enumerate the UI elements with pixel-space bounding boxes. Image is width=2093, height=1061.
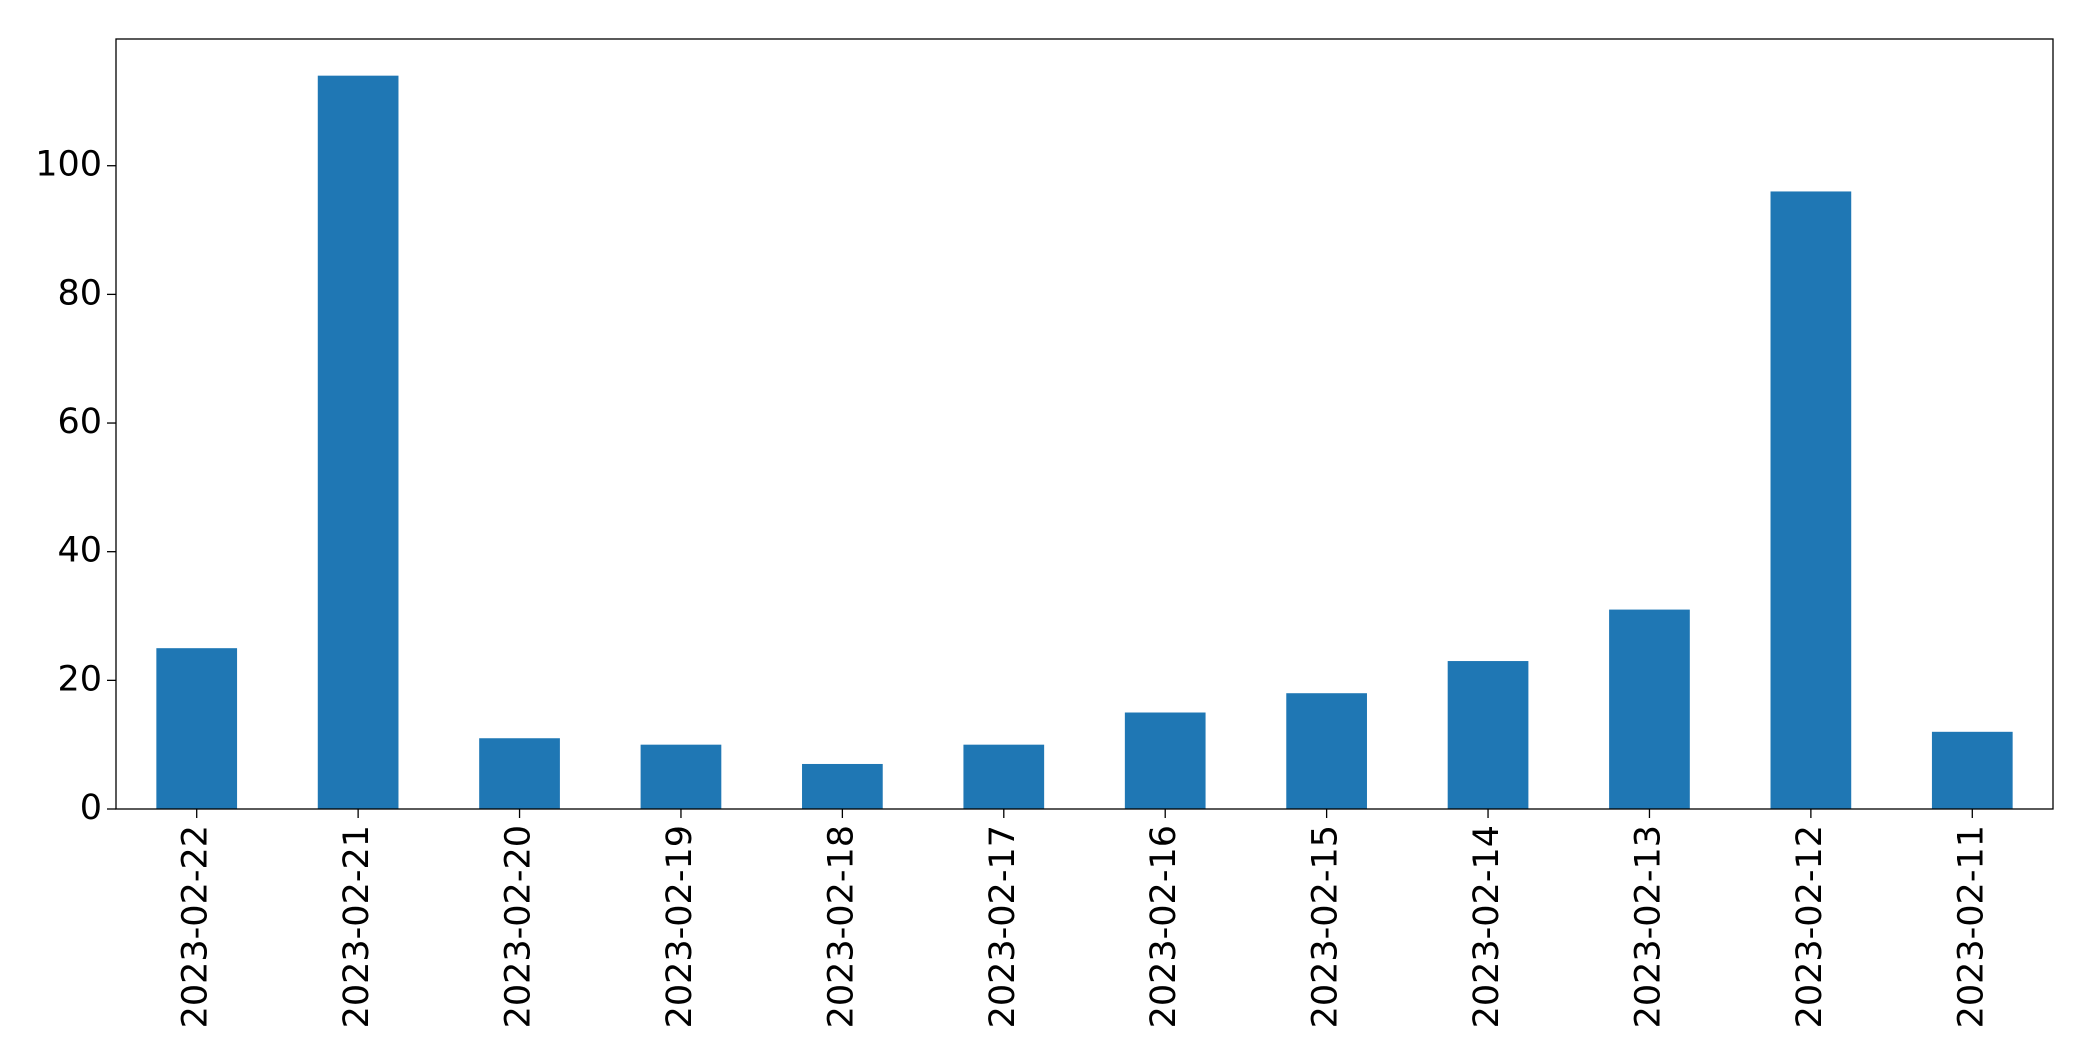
x-tick-label: 2023-02-13 [1628,825,1668,1028]
bar [317,75,399,809]
y-tick-label: 100 [35,145,102,185]
x-tick-label: 2023-02-17 [983,825,1023,1028]
x-tick-label: 2023-02-21 [337,825,377,1028]
bar [479,738,560,809]
bar [1609,609,1690,809]
x-tick-label: 2023-02-20 [499,825,539,1028]
x-tick-label: 2023-02-18 [821,825,861,1028]
bar [963,744,1045,809]
bar [1447,661,1529,809]
bar [802,763,883,809]
x-tick-label: 2023-02-22 [176,825,216,1028]
x-tick-label: 2023-02-11 [1951,825,1991,1028]
bar [1931,731,2013,809]
y-tick-label: 80 [57,273,102,313]
y-tick-label: 40 [57,531,102,571]
bar [640,744,722,809]
bar [1124,712,1206,809]
y-tick-label: 20 [57,659,102,699]
bar [156,648,238,809]
x-tick-label: 2023-02-12 [1790,825,1830,1028]
x-tick-label: 2023-02-19 [660,825,700,1028]
x-tick-label: 2023-02-15 [1306,825,1346,1028]
bar [1770,191,1852,809]
y-tick-label: 60 [57,402,102,442]
x-tick-label: 2023-02-14 [1467,825,1507,1028]
bar [1286,693,1367,809]
x-tick-label: 2023-02-16 [1144,825,1184,1028]
y-tick-label: 0 [80,788,102,828]
plot-frame [115,38,2054,810]
